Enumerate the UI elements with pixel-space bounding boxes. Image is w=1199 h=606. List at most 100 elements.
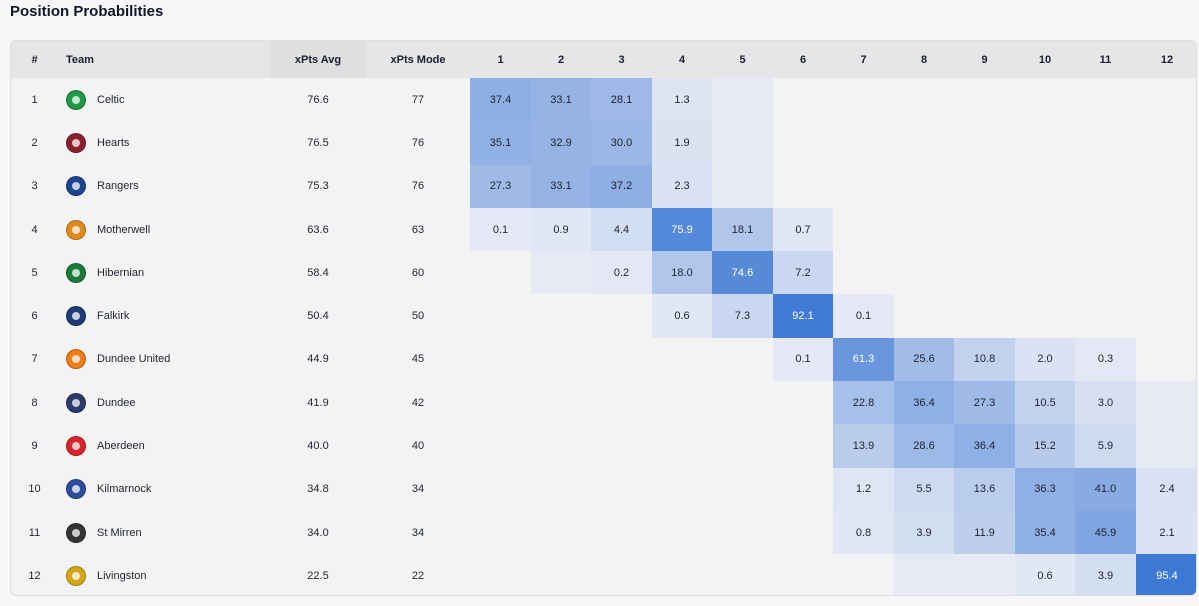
heatmap-cell <box>894 554 954 595</box>
xpts-avg-column-header[interactable]: xPts Avg <box>270 41 366 78</box>
team-cell[interactable]: St Mirren <box>58 511 270 554</box>
rank-column-header[interactable]: # <box>31 53 38 66</box>
position-probabilities-table-card: # Team xPts Avg xPts Mode 1 2 3 4 5 6 7 8 9 10 11 1… <box>10 40 1197 596</box>
table-row[interactable]: 2 Hearts 76.5 76 35.1 32.9 30.0 1.9 <box>11 121 1196 165</box>
position-column-header[interactable]: 12 <box>1160 53 1174 66</box>
xpts-mode-cell: 34 <box>411 526 425 539</box>
table-row[interactable]: 11 St Mirren 34.0 34 0.8 3.9 11.9 35.4 45.9 2.1 <box>11 510 1196 555</box>
position-column-header[interactable]: 9 <box>981 53 988 66</box>
rank-cell: 7 <box>31 353 38 366</box>
heatmap-cell <box>712 78 773 122</box>
heatmap-cell: 35.1 <box>470 121 531 165</box>
team-cell[interactable]: Hibernian <box>58 251 270 294</box>
position-column-header[interactable]: 3 <box>618 53 625 66</box>
team-column-header[interactable]: Team <box>66 53 94 66</box>
heatmap-cell: 27.3 <box>954 381 1015 425</box>
heatmap-cell: 45.9 <box>1075 510 1136 555</box>
heatmap-cell <box>652 381 712 424</box>
table-row[interactable]: 12 Livingston 22.5 22 0.6 3.9 95.4 <box>11 554 1196 595</box>
heatmap-cell <box>773 121 833 164</box>
heatmap-cell <box>712 554 773 595</box>
heatmap-cell: 0.9 <box>531 207 591 252</box>
heatmap-cell: 28.6 <box>894 424 954 468</box>
heatmap-cell <box>591 338 652 381</box>
heatmap-cell: 0.6 <box>652 294 712 338</box>
team-cell[interactable]: Hearts <box>58 121 270 164</box>
xpts-mode-cell: 40 <box>411 440 425 453</box>
xpts-avg-cell: 63.6 <box>307 223 329 236</box>
team-cell[interactable]: Aberdeen <box>58 424 270 467</box>
rank-cell: 10 <box>28 483 41 496</box>
team-cell[interactable]: Motherwell <box>58 208 270 251</box>
heatmap-cell <box>1075 251 1136 294</box>
team-cell[interactable]: Kilmarnock <box>58 468 270 511</box>
hearts-crest-icon <box>66 132 86 153</box>
table-body: 1 Celtic 76.6 77 37.4 33.1 28.1 1.3 2 Hearts 76.5 7… <box>11 78 1196 595</box>
heatmap-cell <box>1136 294 1196 337</box>
heatmap-cell <box>591 381 652 424</box>
heatmap-cell <box>1136 424 1196 468</box>
heatmap-cell: 1.2 <box>833 467 894 511</box>
team-cell[interactable]: Falkirk <box>58 294 270 337</box>
heatmap-cell <box>470 468 531 511</box>
rank-cell: 2 <box>31 136 38 149</box>
heatmap-cell: 10.5 <box>1015 381 1075 425</box>
heatmap-cell <box>1015 165 1075 208</box>
team-cell[interactable]: Dundee <box>58 381 270 424</box>
position-column-header[interactable]: 7 <box>860 53 867 66</box>
dundee-crest-icon <box>66 392 86 413</box>
team-name: Hearts <box>97 136 130 149</box>
heatmap-cell <box>470 251 531 294</box>
xpts-mode-cell: 60 <box>411 266 425 279</box>
position-column-header[interactable]: 4 <box>678 53 686 66</box>
position-column-header[interactable]: 2 <box>557 53 565 66</box>
page-title: Position Probabilities <box>10 3 164 20</box>
table-row[interactable]: 7 Dundee United 44.9 45 0.1 61.3 25.6 10.8 2.0 0.… <box>11 337 1196 382</box>
xpts-mode-cell: 45 <box>411 353 425 366</box>
livingston-crest-icon <box>66 565 86 586</box>
position-column-header[interactable]: 1 <box>497 53 504 66</box>
table-row[interactable]: 1 Celtic 76.6 77 37.4 33.1 28.1 1.3 <box>11 78 1196 122</box>
team-cell[interactable]: Dundee United <box>58 338 270 381</box>
heatmap-cell <box>833 251 894 294</box>
heatmap-cell <box>1015 294 1075 337</box>
position-column-header[interactable]: 10 <box>1038 53 1052 66</box>
heatmap-cell <box>531 468 591 511</box>
heatmap-cell <box>833 78 894 121</box>
heatmap-cell <box>531 338 591 381</box>
table-row[interactable]: 8 Dundee 41.9 42 22.8 36.4 27.3 10.5 3.0 <box>11 381 1196 425</box>
heatmap-cell <box>591 294 652 337</box>
xpts-mode-column-header[interactable]: xPts Mode <box>390 53 446 66</box>
xpts-avg-cell: 44.9 <box>307 353 329 366</box>
table-row[interactable]: 9 Aberdeen 40.0 40 13.9 28.6 36.4 15.2 5.9 <box>11 424 1196 468</box>
team-cell[interactable]: Livingston <box>58 554 270 595</box>
heatmap-cell: 36.4 <box>954 424 1015 468</box>
position-column-header[interactable]: 5 <box>739 53 746 66</box>
table-row[interactable]: 4 Motherwell 63.6 63 0.1 0.9 4.4 75.9 18.1 0.7 <box>11 207 1196 252</box>
position-column-header[interactable]: 8 <box>920 53 928 66</box>
team-name: Livingston <box>97 569 147 582</box>
heatmap-cell <box>894 294 954 337</box>
heatmap-cell <box>652 338 712 381</box>
heatmap-cell: 95.4 <box>1136 554 1196 595</box>
xpts-avg-cell: 34.8 <box>307 483 329 496</box>
table-row[interactable]: 3 Rangers 75.3 76 27.3 33.1 37.2 2.3 <box>11 164 1196 208</box>
heatmap-cell <box>712 511 773 554</box>
heatmap-cell <box>712 121 773 165</box>
heatmap-cell: 37.2 <box>591 164 652 208</box>
heatmap-cell: 11.9 <box>954 510 1015 555</box>
heatmap-cell <box>712 381 773 424</box>
team-cell[interactable]: Rangers <box>58 165 270 208</box>
celtic-crest-icon <box>66 89 86 110</box>
table-row[interactable]: 6 Falkirk 50.4 50 0.6 7.3 92.1 0.1 <box>11 294 1196 338</box>
position-column-header[interactable]: 11 <box>1099 53 1112 66</box>
st-mirren-crest-icon <box>66 522 86 543</box>
position-column-header[interactable]: 6 <box>799 53 807 66</box>
heatmap-cell <box>652 511 712 554</box>
team-cell[interactable]: Celtic <box>58 78 270 121</box>
table-row[interactable]: 10 Kilmarnock 34.8 34 1.2 5.5 13.6 36.3 41.0 2.4 <box>11 467 1196 511</box>
heatmap-cell <box>1075 78 1136 121</box>
heatmap-cell: 75.9 <box>652 207 712 252</box>
heatmap-cell <box>1075 165 1136 208</box>
table-row[interactable]: 5 Hibernian 58.4 60 0.2 18.0 74.6 7.2 <box>11 251 1196 295</box>
